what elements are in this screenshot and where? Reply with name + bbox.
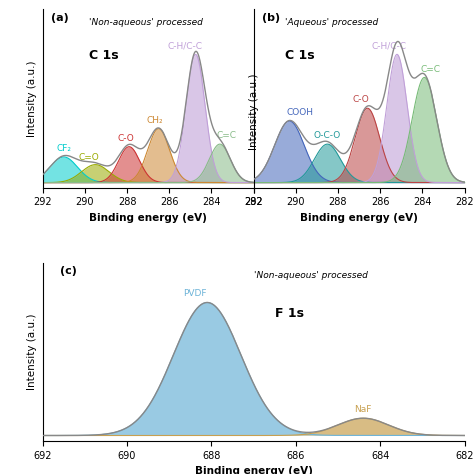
Text: COOH: COOH: [286, 108, 313, 117]
Text: 'Non-aqueous' processed: 'Non-aqueous' processed: [254, 272, 367, 281]
Text: NaF: NaF: [355, 405, 372, 414]
Text: C-H/C-C: C-H/C-C: [167, 42, 202, 51]
X-axis label: Binding energy (eV): Binding energy (eV): [300, 213, 418, 223]
Text: C 1s: C 1s: [89, 49, 118, 62]
Text: (b): (b): [262, 13, 280, 23]
Y-axis label: Intensity (a.u.): Intensity (a.u.): [27, 60, 37, 137]
Text: F 1s: F 1s: [274, 307, 304, 320]
Text: C=C: C=C: [421, 64, 441, 73]
Text: CF₂: CF₂: [56, 144, 71, 153]
Text: C-O: C-O: [353, 95, 370, 104]
Text: C=C: C=C: [216, 131, 236, 140]
Text: C=O: C=O: [79, 153, 100, 162]
Text: CH₂: CH₂: [146, 116, 163, 125]
Text: C-O: C-O: [118, 134, 134, 143]
Text: 'Non-aqueous' processed: 'Non-aqueous' processed: [89, 18, 203, 27]
Text: 'Aqueous' processed: 'Aqueous' processed: [285, 18, 378, 27]
Text: O-C-O: O-C-O: [314, 131, 341, 140]
X-axis label: Binding energy (eV): Binding energy (eV): [195, 466, 312, 474]
Text: (a): (a): [51, 13, 69, 23]
Text: Intensity (a.u.): Intensity (a.u.): [248, 73, 259, 150]
X-axis label: Binding energy (eV): Binding energy (eV): [89, 213, 207, 223]
Text: C 1s: C 1s: [285, 49, 315, 62]
Text: C-H/C-C: C-H/C-C: [371, 42, 406, 51]
Text: PVDF: PVDF: [183, 290, 206, 299]
Y-axis label: Intensity (a.u.): Intensity (a.u.): [27, 313, 37, 390]
Text: (c): (c): [60, 266, 76, 276]
